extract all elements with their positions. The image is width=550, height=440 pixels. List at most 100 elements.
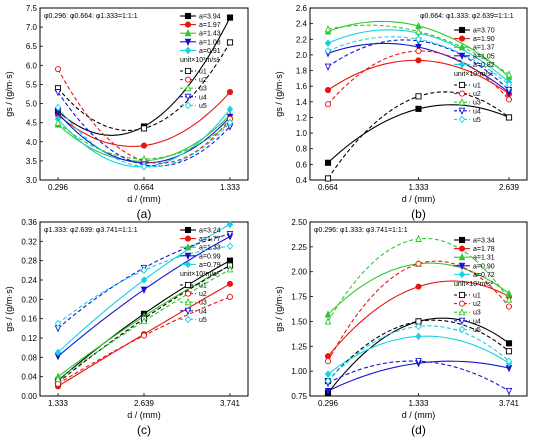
legend-marker (458, 107, 466, 115)
data-point (505, 96, 513, 103)
data-point (226, 293, 234, 300)
chart-panel-3: 0.00 0.04 0.08 0.12 0.16 0.20 0.24 0.28 0.32 0.36… (4, 218, 249, 437)
legend-label: a=1.78 (473, 246, 495, 253)
y-tick-label: 2.25 (291, 243, 307, 252)
data-point (505, 289, 513, 297)
legend-label: a=3.24 (199, 228, 221, 235)
chart-panel-2: 0.4 0.6 0.8 1.0 1.2 1.4 1.6 1.8 2.0 2.2 2.4 2.6 0.66… (274, 4, 528, 221)
data-point (324, 87, 332, 94)
y-tick-label: 0.08 (21, 353, 37, 362)
data-point (415, 105, 422, 112)
y-tick-label: 0.4 (296, 176, 308, 185)
series-line (57, 122, 231, 160)
panel-caption: (a) (137, 207, 152, 221)
series-u2 (324, 47, 513, 108)
y-tick-label: 1.50 (291, 317, 307, 326)
data-point (226, 242, 234, 250)
legend-marker (184, 252, 192, 260)
x-tick-label: 0.296 (318, 399, 339, 408)
y-tick-label: 2.00 (291, 268, 307, 277)
data-point (505, 70, 513, 78)
data-point (54, 66, 62, 73)
data-point (415, 57, 422, 64)
y-tick-label: 2.2 (296, 35, 308, 44)
legend-label: u2 (199, 291, 207, 298)
legend-marker (458, 291, 466, 299)
legend-marker (458, 236, 466, 244)
data-point (140, 332, 148, 339)
legend-marker (184, 38, 192, 46)
series-u3 (324, 234, 513, 325)
series-u1 (324, 91, 513, 182)
x-tick-label: 2.639 (134, 399, 155, 408)
legend-label: a=1.08 (199, 39, 221, 46)
legend-marker (184, 67, 192, 75)
y-tick-label: 0.04 (21, 373, 37, 382)
data-point (505, 295, 513, 303)
legend-marker (184, 93, 192, 101)
data-point (54, 89, 62, 97)
legend-marker (184, 290, 192, 297)
x-tick-label: 0.296 (48, 183, 69, 192)
data-point (54, 374, 62, 383)
series-u2 (324, 260, 513, 365)
x-axis-label: d / (mm) (127, 410, 161, 420)
data-point (226, 89, 234, 96)
legend-marker (458, 52, 466, 60)
legend-marker (458, 43, 466, 51)
legend-label: a=1.77 (199, 236, 221, 243)
y-axis-label: gs / (g/m·s) (4, 286, 14, 332)
legend-label: a=1.33 (199, 245, 221, 252)
data-point (415, 35, 422, 44)
series-line (327, 50, 510, 105)
legend-label: a=1.37 (473, 45, 495, 52)
y-tick-label: 0.20 (21, 295, 37, 304)
data-point (415, 27, 422, 35)
legend-label: a=0.91 (199, 48, 221, 55)
series-a=0.90 (324, 360, 513, 396)
data-point (324, 175, 332, 182)
legend-marker (458, 300, 466, 307)
ratio-annotation: φ1.333: φ2.639: φ3.741=1:1:1 (44, 227, 138, 234)
chart-panel-1: 3.0 3.5 4.0 4.5 5.0 5.5 6.0 6.5 7.0 7.5 0.296 0.664… (4, 4, 249, 221)
data-point (226, 39, 234, 46)
y-tick-label: 1.4 (296, 98, 308, 107)
data-point (226, 280, 234, 287)
legend-label: u1 (199, 283, 207, 290)
series-line (57, 268, 231, 380)
legend-marker (458, 245, 466, 252)
series-a=1.90 (324, 57, 513, 98)
legend-marker (184, 243, 192, 251)
legend-label: a=1.31 (473, 255, 495, 262)
y-tick-label: 1.00 (291, 367, 307, 376)
legend-marker (458, 308, 466, 316)
legend-label: u2 (473, 301, 481, 308)
legend-label: u4 (473, 318, 481, 325)
legend-marker (184, 260, 192, 269)
y-tick-label: 1.6 (296, 82, 308, 91)
data-point (140, 162, 148, 171)
y-tick-label: 7.0 (26, 23, 38, 32)
legend-label: a=0.79 (199, 262, 221, 269)
data-point (415, 358, 422, 366)
y-tick-label: 0.75 (291, 392, 307, 401)
data-point (226, 118, 234, 127)
data-point (415, 93, 422, 100)
x-axis-label: d / (mm) (127, 194, 161, 204)
panel-caption: (c) (137, 423, 151, 437)
y-tick-label: 2.4 (296, 20, 308, 29)
data-point (415, 322, 422, 331)
data-point (324, 39, 332, 47)
legend-label: u3 (473, 310, 481, 317)
legend-marker (184, 84, 192, 92)
y-tick-label: 2.0 (296, 51, 308, 60)
legend-marker (458, 26, 466, 34)
data-point (140, 266, 148, 275)
y-tick-label: 4.0 (26, 138, 38, 147)
x-axis-label: d / (mm) (402, 194, 436, 204)
data-point (324, 24, 332, 33)
y-tick-label: 0.32 (21, 237, 37, 246)
legend-marker (184, 307, 192, 315)
y-tick-label: 0.28 (21, 257, 37, 266)
